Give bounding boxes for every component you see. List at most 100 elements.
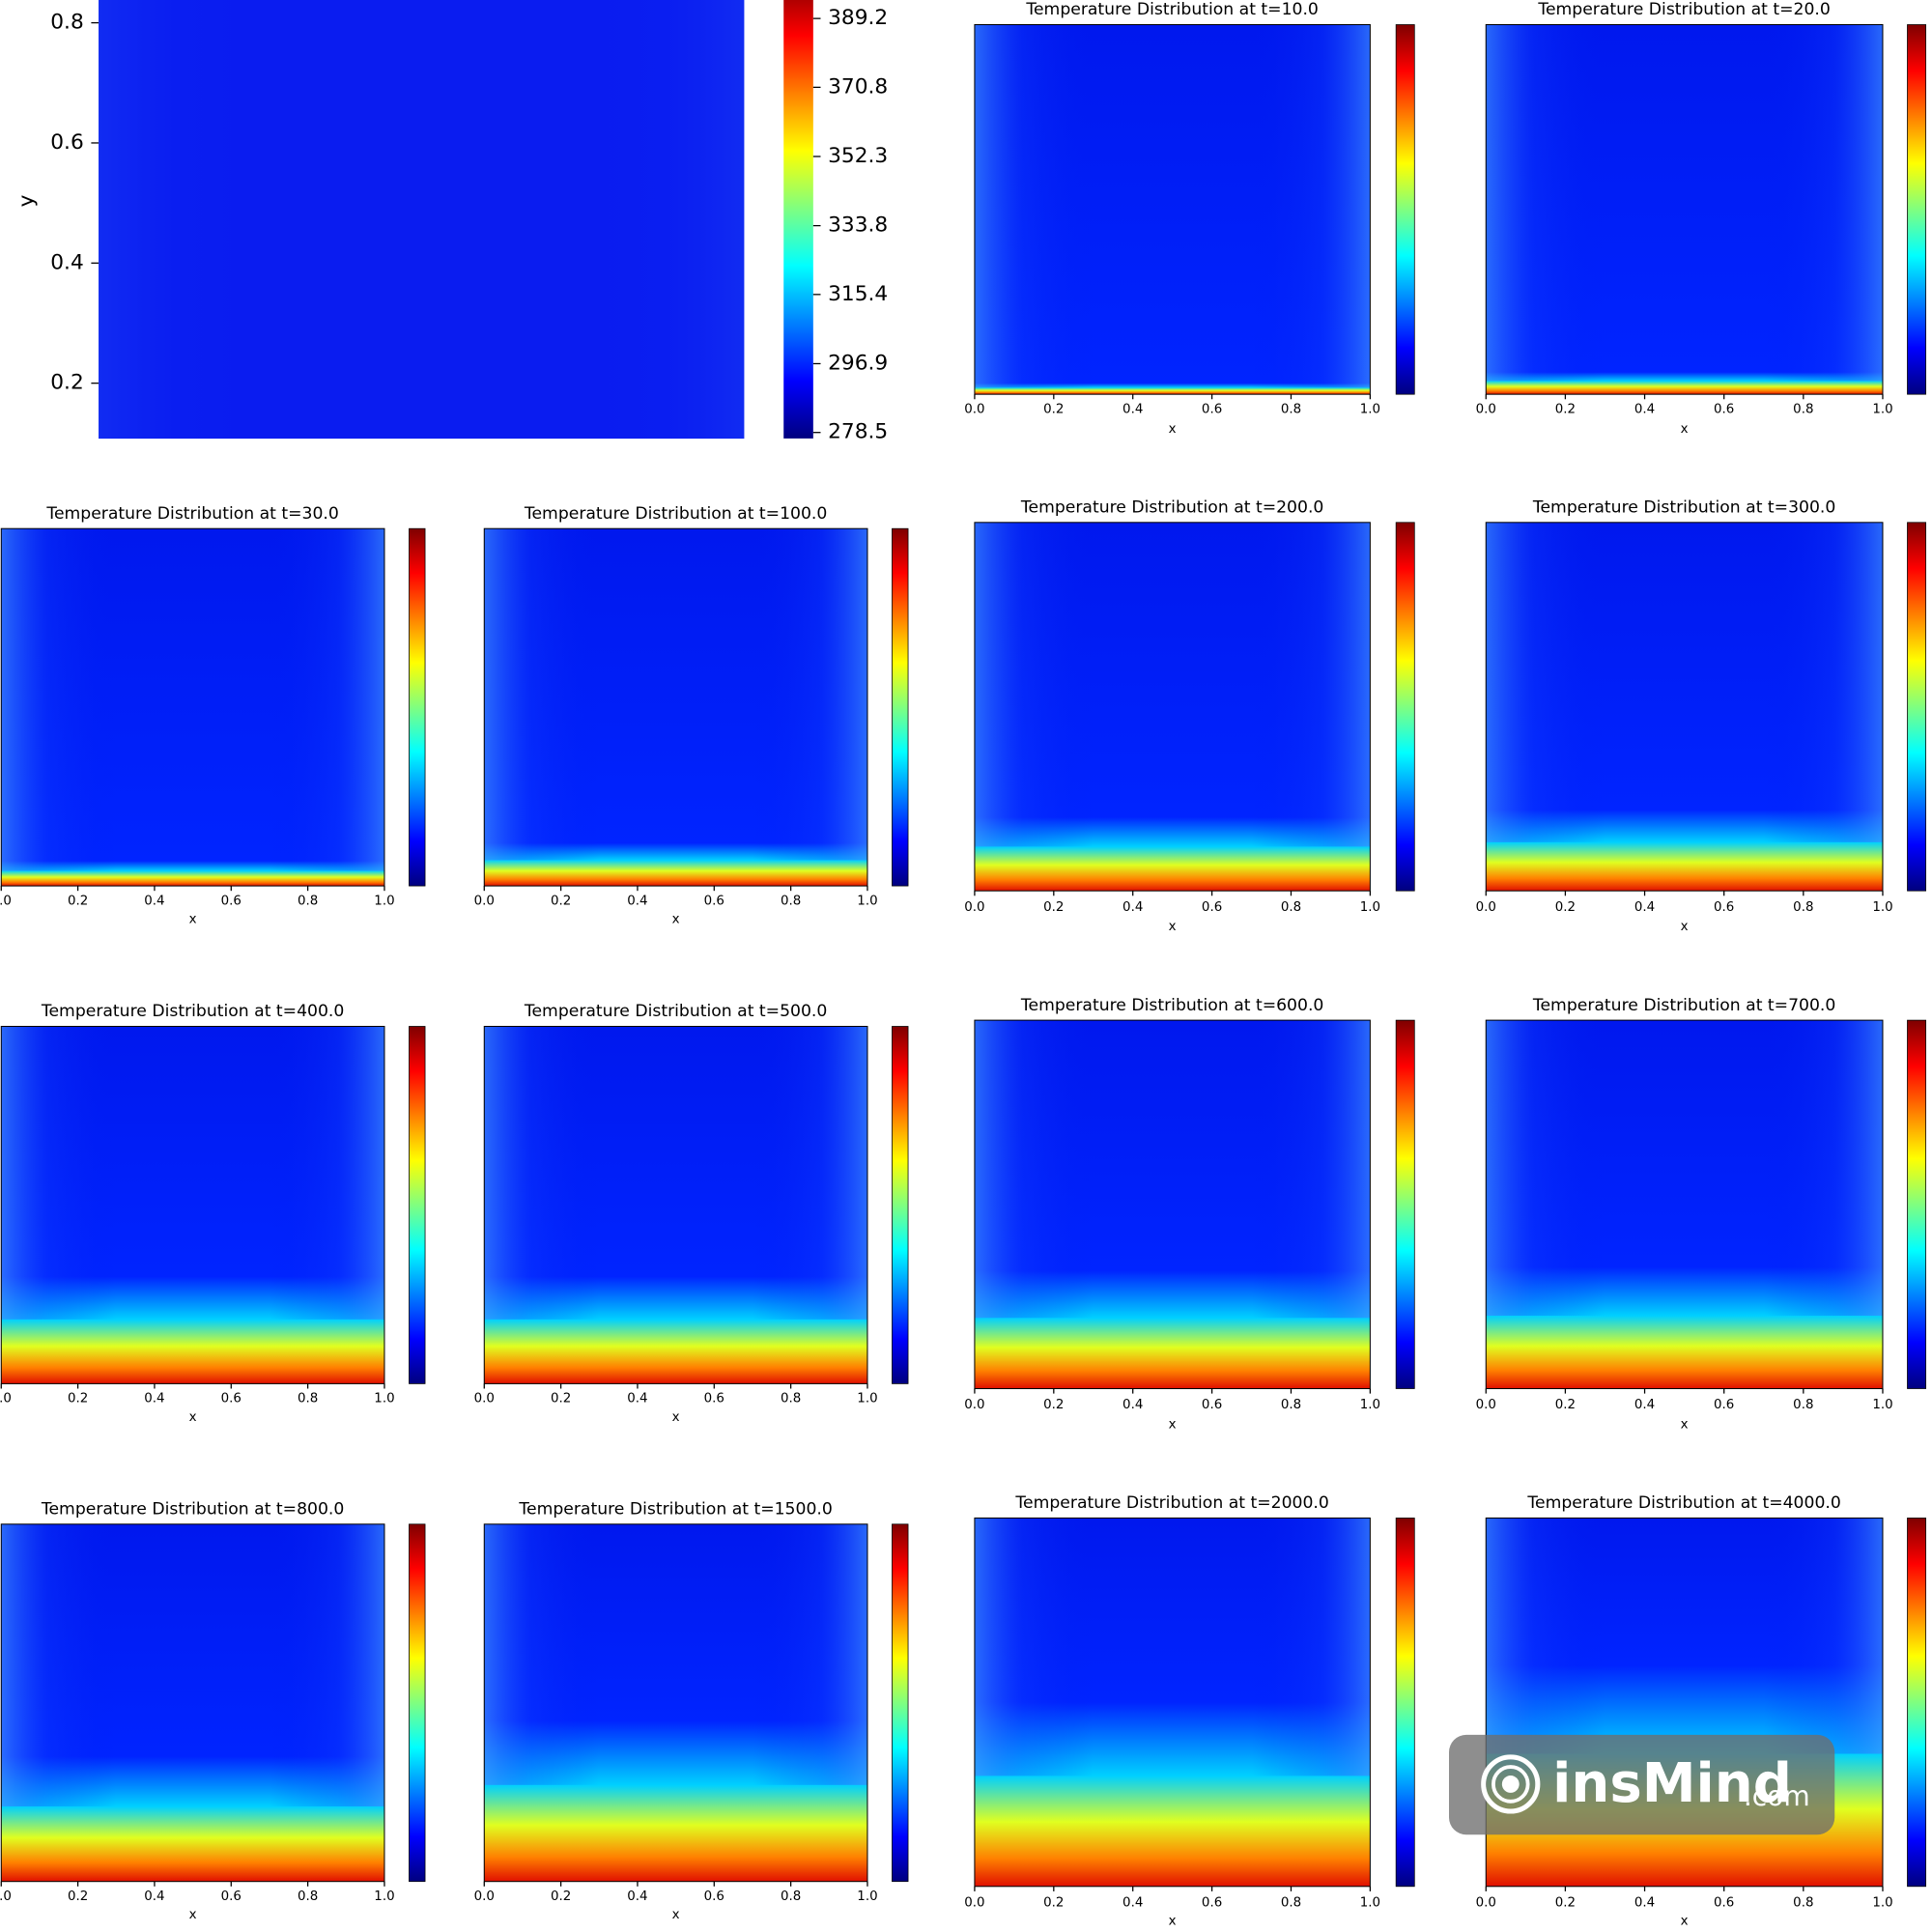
watermark-box — [1449, 1734, 1835, 1835]
colorbar — [1907, 1518, 1927, 1888]
heatmap-walls — [1486, 522, 1883, 842]
x-tick-label: 0.8 — [1793, 402, 1813, 416]
x-tick-label: 0.2 — [1555, 402, 1576, 416]
x-tick-label: 0.2 — [551, 1392, 571, 1406]
x-tick-label: 0.6 — [704, 1889, 724, 1904]
x-tick-label: 0.6 — [1714, 900, 1734, 915]
x-tick-label: 0.2 — [68, 894, 88, 908]
x-tick-label: 1.0 — [1872, 1895, 1892, 1910]
x-tick-label: 0.8 — [298, 894, 318, 908]
x-tick-label: 0.2 — [1043, 402, 1064, 416]
y-tick-label: 0.2 — [50, 371, 83, 395]
x-axis-label: x — [189, 1410, 197, 1425]
x-tick-label: 0.2 — [1043, 1398, 1064, 1412]
plot-frame — [483, 1025, 868, 1384]
y-axis-label: y — [14, 194, 39, 207]
x-tick-label: 1.0 — [1872, 402, 1892, 416]
x-tick-label: 1.0 — [1360, 1895, 1380, 1910]
heatmap-walls — [484, 528, 867, 861]
x-axis-label: x — [189, 1908, 197, 1922]
x-tick-label: 0.8 — [781, 1889, 801, 1904]
x-axis-label: x — [1681, 920, 1689, 934]
x-axis-label: x — [1681, 1915, 1689, 1929]
colorbar — [783, 0, 813, 439]
heatmap-walls — [1486, 1020, 1883, 1316]
heatmap-walls — [484, 1026, 867, 1320]
colorbar-tick-label: 296.9 — [828, 351, 888, 375]
x-tick-label: 0.4 — [144, 894, 164, 908]
colorbar — [1395, 1019, 1415, 1389]
x-axis-label: x — [1681, 1417, 1689, 1432]
x-tick-label: 0.4 — [627, 894, 647, 908]
x-tick-label: 0.0 — [0, 1392, 12, 1406]
x-axis-label: x — [1169, 1417, 1177, 1432]
x-tick-label: 0.2 — [1043, 1895, 1064, 1910]
x-tick-label: 0.4 — [144, 1889, 164, 1904]
heatmap-walls — [974, 1020, 1371, 1319]
x-tick-label: 0.6 — [704, 1392, 724, 1406]
plot-frame — [0, 527, 385, 887]
x-tick-label: 0.2 — [1555, 1895, 1576, 1910]
x-axis-label: x — [1169, 1915, 1177, 1929]
x-axis-label: x — [189, 913, 197, 927]
logo-ring — [1492, 1765, 1530, 1804]
x-tick-label: 1.0 — [857, 894, 877, 908]
colorbar-tick-label: 352.3 — [828, 144, 888, 168]
y-tick-label: 0.6 — [50, 130, 83, 155]
y-tick-label: 0.8 — [50, 11, 83, 35]
x-tick-label: 0.0 — [964, 1895, 984, 1910]
x-tick-label: 0.6 — [1202, 900, 1222, 915]
x-tick-label: 0.0 — [474, 1889, 495, 1904]
x-tick-label: 0.4 — [1122, 1398, 1143, 1412]
x-tick-label: 1.0 — [857, 1889, 877, 1904]
x-tick-label: 0.0 — [0, 1889, 12, 1904]
x-tick-label: 1.0 — [1360, 900, 1380, 915]
colorbar — [1395, 24, 1415, 395]
plot-frame — [0, 1523, 385, 1883]
heatmap-walls — [1, 1026, 384, 1320]
x-tick-label: 0.0 — [1476, 1895, 1496, 1910]
plot-frame — [1485, 24, 1884, 395]
x-tick-label: 0.8 — [781, 894, 801, 908]
x-tick-label: 1.0 — [374, 1392, 394, 1406]
panel-title: Temperature Distribution at t=10.0 — [1025, 0, 1319, 19]
x-tick-label: 0.4 — [627, 1889, 647, 1904]
x-tick-label: 0.8 — [298, 1889, 318, 1904]
x-tick-label: 0.0 — [964, 402, 984, 416]
colorbar-tick-label: 389.2 — [828, 6, 888, 30]
colorbar-tick-label: 278.5 — [828, 420, 888, 444]
plot-frame — [1485, 522, 1884, 892]
x-tick-label: 1.0 — [1360, 402, 1380, 416]
x-tick-label: 0.2 — [551, 1889, 571, 1904]
x-tick-label: 0.8 — [1793, 1398, 1813, 1412]
x-tick-label: 0.0 — [474, 894, 495, 908]
x-tick-label: 0.6 — [221, 1392, 242, 1406]
x-tick-label: 0.0 — [1476, 900, 1496, 915]
plot-frame — [974, 522, 1371, 892]
x-tick-label: 0.8 — [781, 1392, 801, 1406]
plot-frame — [974, 24, 1371, 395]
x-tick-label: 0.8 — [1281, 1895, 1301, 1910]
colorbar — [892, 1026, 909, 1384]
x-tick-label: 0.4 — [1634, 900, 1655, 915]
x-tick-label: 0.0 — [1476, 1398, 1496, 1412]
heatmap-walls — [974, 24, 1371, 388]
x-tick-label: 0.2 — [68, 1392, 88, 1406]
heatmap-walls — [1, 528, 384, 871]
x-tick-label: 0.4 — [1634, 402, 1655, 416]
x-tick-label: 0.4 — [1122, 1895, 1143, 1910]
x-tick-label: 0.6 — [1202, 402, 1222, 416]
panel-title: Temperature Distribution at t=30.0 — [45, 504, 339, 524]
panel-title: Temperature Distribution at t=700.0 — [1532, 996, 1835, 1015]
x-tick-label: 0.8 — [1281, 1398, 1301, 1412]
heatmap-walls — [974, 522, 1371, 847]
x-tick-label: 0.6 — [1714, 1398, 1734, 1412]
colorbar-tick-label: 370.8 — [828, 74, 888, 99]
heatmap-walls — [1, 1523, 384, 1807]
y-tick-label: 0.4 — [50, 250, 83, 274]
plot-frame — [483, 527, 868, 887]
heatmap-walls — [1486, 1518, 1883, 1754]
x-tick-label: 0.6 — [1202, 1895, 1222, 1910]
x-tick-label: 0.2 — [1043, 900, 1064, 915]
